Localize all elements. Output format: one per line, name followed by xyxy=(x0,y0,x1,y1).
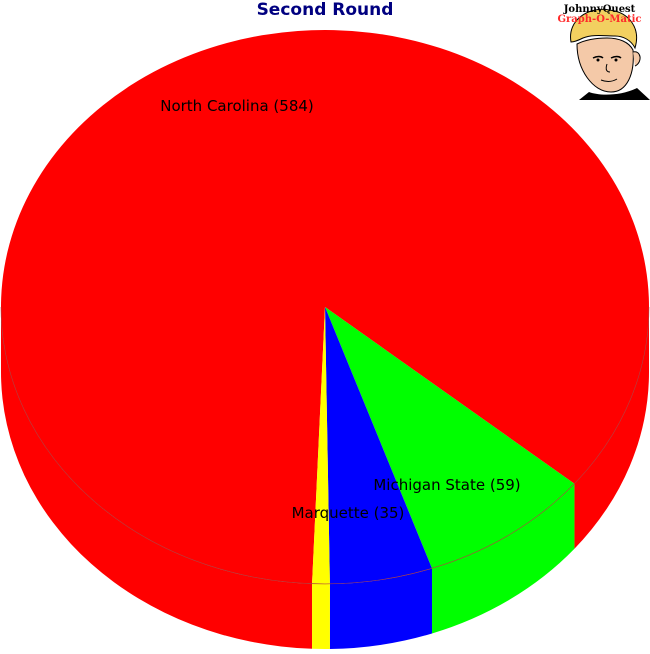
slice-label-marquette: Marquette (35) xyxy=(292,504,405,522)
pie-slice-side-north-carolina xyxy=(574,307,649,549)
pie-slice-side-michigan-state xyxy=(432,483,575,634)
pie-slice-unlabeled xyxy=(312,307,330,584)
pie-slice-marquette xyxy=(325,307,433,584)
cartoon-face-icon xyxy=(570,8,650,100)
pie-slice-side-north-carolina xyxy=(1,307,313,649)
pie-slice-michigan-state xyxy=(325,307,575,569)
slice-label-michigan-state: Michigan State (59) xyxy=(373,476,520,494)
slice-label-north-carolina: North Carolina (584) xyxy=(160,97,314,115)
pie-rim-line xyxy=(0,306,650,585)
pie-slice-side-marquette xyxy=(329,568,433,649)
logo-text-graph-o-matic: Graph-O-Matic xyxy=(557,14,642,25)
pie-slice-north-carolina xyxy=(0,30,649,584)
chart-title: Second Round xyxy=(256,0,394,20)
logo-text-johnnyquest: JohnnyQuest xyxy=(563,4,636,15)
pie-slice-side-unlabeled xyxy=(312,583,330,649)
pie-slices xyxy=(0,30,650,649)
johnny-quest-logo: JohnnyQuest Graph-O-Matic xyxy=(549,0,650,100)
